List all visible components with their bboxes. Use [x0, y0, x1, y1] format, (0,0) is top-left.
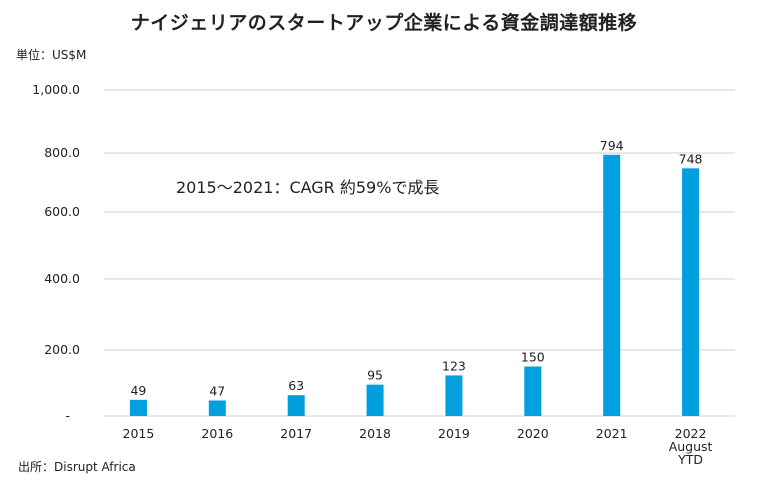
bar [129, 399, 147, 416]
data-label: 794 [600, 138, 624, 153]
y-tick-label: 400.0 [44, 271, 80, 286]
y-tick-label: - [65, 408, 70, 423]
x-tick-label: 2019 [438, 426, 470, 441]
bar [603, 154, 621, 416]
bar [524, 366, 542, 416]
data-label: 47 [209, 383, 225, 398]
data-label: 748 [679, 151, 703, 166]
x-tick-label: 2016 [201, 426, 233, 441]
data-label: 63 [288, 378, 304, 393]
bar [366, 384, 384, 416]
bar [208, 400, 226, 416]
bar [287, 395, 305, 416]
y-axis-unit-label: 単位：US$M [16, 48, 87, 62]
data-label: 95 [367, 368, 383, 383]
x-tick-label: 2018 [359, 426, 391, 441]
x-tick-label: August [669, 439, 713, 454]
source-note: 出所：Disrupt Africa [18, 460, 136, 474]
cagr-annotation: 2015～2021：CAGR 約59%で成長 [176, 178, 440, 197]
x-tick-label: YTD [677, 452, 703, 467]
x-tick-label: 2021 [596, 426, 628, 441]
y-tick-label: 600.0 [44, 204, 80, 219]
x-tick-label: 2020 [517, 426, 549, 441]
y-tick-label: 800.0 [44, 145, 80, 160]
chart-title: ナイジェリアのスタートアップ企業による資金調達額推移 [130, 12, 638, 34]
x-tick-label: 2017 [280, 426, 312, 441]
x-tick-label: 2022 [675, 426, 707, 441]
data-label: 150 [521, 350, 545, 365]
bar [445, 375, 463, 416]
data-label: 49 [130, 383, 146, 398]
x-tick-label: 2015 [123, 426, 155, 441]
y-tick-label: 200.0 [44, 342, 80, 357]
bar [682, 168, 700, 416]
y-tick-label: 1,000.0 [32, 82, 80, 97]
data-label: 123 [442, 358, 466, 373]
